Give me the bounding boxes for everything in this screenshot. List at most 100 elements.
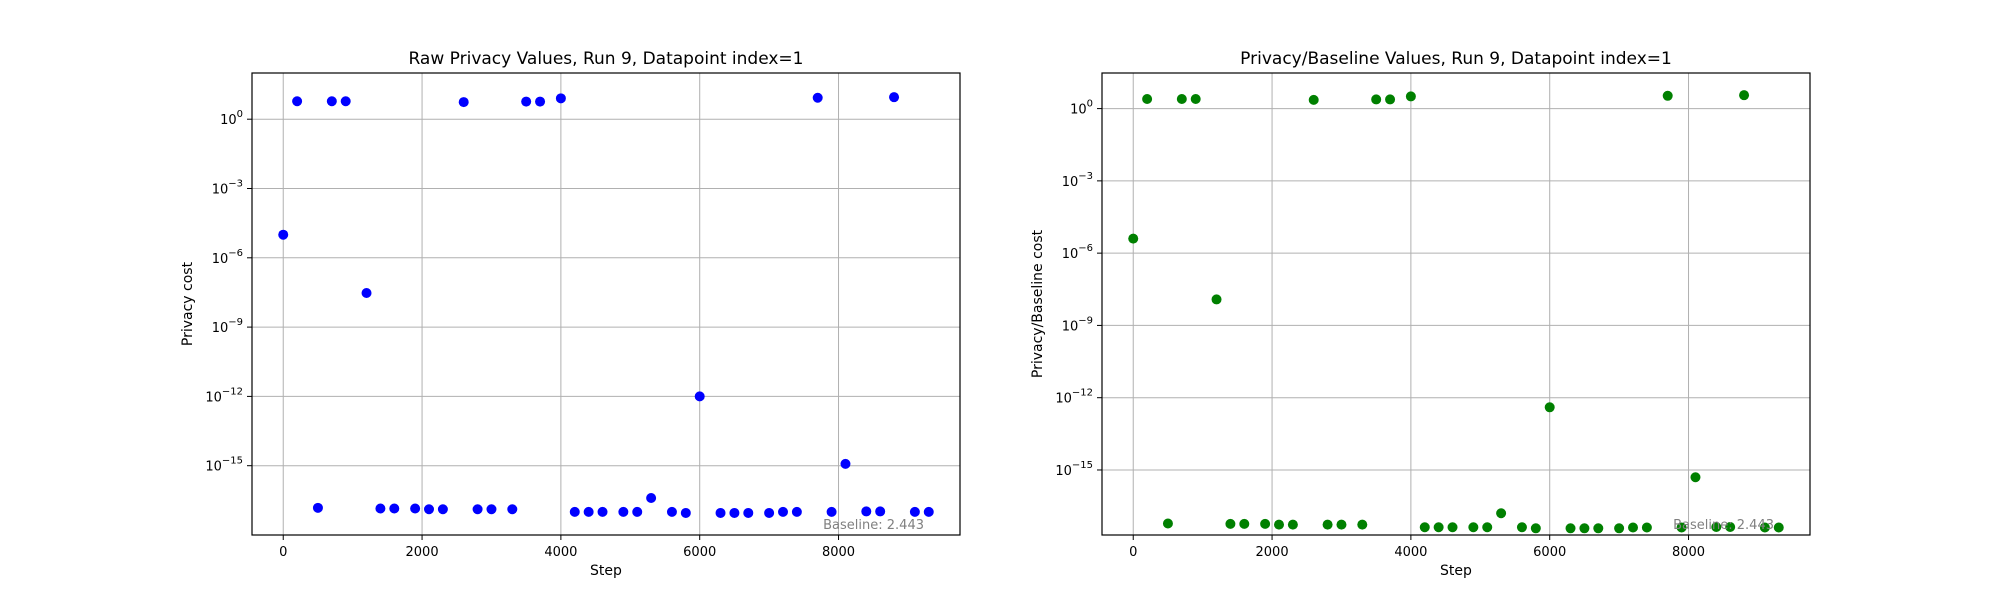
data-point [1274, 519, 1284, 530]
data-point [743, 507, 754, 518]
y-axis-ticks: 100 10−3 10−6 10−9 10−12 10−15 [205, 109, 252, 475]
y-tick-label: 10−3 [1062, 171, 1093, 190]
x-tick-label: 8000 [822, 545, 855, 560]
data-point [1628, 522, 1638, 533]
data-point [1128, 233, 1139, 244]
plot-frame [1101, 72, 1811, 536]
data-point [1662, 90, 1673, 101]
data-point [889, 92, 900, 103]
data-points [1128, 90, 1784, 534]
data-point [680, 507, 691, 518]
baseline-annotation: Baseline: 2.443 [1673, 518, 1774, 533]
data-point [410, 503, 421, 514]
data-point [437, 504, 448, 515]
data-point [278, 229, 289, 240]
data-point [694, 391, 705, 402]
data-point [535, 96, 546, 107]
data-point [1385, 94, 1396, 105]
data-point [1357, 519, 1368, 530]
x-tick-label: 4000 [544, 545, 577, 560]
data-point [715, 507, 726, 518]
y-tick-label: 10−9 [212, 317, 243, 336]
x-axis-label: Step [590, 563, 622, 579]
data-point [569, 506, 580, 517]
data-points [278, 92, 934, 518]
data-point [1530, 523, 1541, 534]
data-point [486, 504, 497, 515]
data-point [1690, 472, 1701, 483]
data-point [764, 507, 775, 518]
plot-frame [251, 72, 961, 536]
data-point [1482, 522, 1493, 533]
data-point [1225, 518, 1236, 529]
data-point [521, 96, 532, 107]
x-tick-label: 8000 [1672, 545, 1705, 560]
plot-title: Privacy/Baseline Values, Run 9, Datapoin… [1240, 49, 1672, 69]
x-axis-ticks: 0 2000 4000 6000 8000 [279, 535, 855, 560]
data-point [1759, 522, 1770, 533]
data-point [1544, 402, 1555, 413]
data-point [361, 287, 372, 298]
baseline-annotation: Baseline: 2.443 [823, 518, 924, 533]
data-point [507, 504, 518, 515]
data-point [292, 96, 303, 107]
x-tick-label: 0 [1129, 545, 1137, 560]
x-tick-label: 2000 [1256, 545, 1289, 560]
y-tick-label: 100 [1070, 99, 1093, 118]
grid-lines [1102, 73, 1810, 535]
data-point [1614, 523, 1625, 534]
data-point [458, 97, 469, 108]
subplot-raw-privacy: Raw Privacy Values, Run 9, Datapoint ind… [180, 49, 961, 579]
data-point [340, 96, 351, 107]
y-tick-label: 10−15 [1055, 460, 1093, 479]
data-point [1162, 518, 1173, 529]
y-tick-label: 100 [220, 109, 243, 128]
data-point [312, 502, 323, 513]
data-point [826, 506, 837, 517]
data-point [1711, 521, 1722, 532]
data-point [1287, 519, 1298, 530]
data-point [1447, 522, 1458, 533]
grid-lines [252, 73, 960, 535]
y-tick-label: 10−12 [205, 386, 243, 405]
data-point [1676, 522, 1687, 533]
data-point [861, 506, 872, 517]
y-axis-label: Privacy/Baseline cost [1030, 229, 1046, 378]
data-point [1773, 522, 1784, 533]
data-point [1142, 94, 1153, 105]
data-point [1579, 523, 1590, 534]
data-point [326, 96, 337, 107]
data-point [632, 506, 643, 517]
data-point [923, 506, 934, 517]
subplot-privacy-baseline: Privacy/Baseline Values, Run 9, Datapoin… [1030, 49, 1811, 579]
y-tick-label: 10−6 [212, 248, 243, 267]
data-point [389, 503, 400, 514]
data-point [1190, 94, 1201, 105]
x-tick-label: 0 [279, 545, 287, 560]
data-point [1739, 90, 1750, 101]
data-point [472, 504, 483, 515]
data-point [597, 506, 608, 517]
plot-title: Raw Privacy Values, Run 9, Datapoint ind… [408, 49, 803, 69]
data-point [555, 93, 566, 104]
data-point [424, 504, 434, 515]
data-point [1641, 522, 1652, 533]
data-point [1336, 519, 1347, 530]
data-point [666, 506, 677, 517]
x-axis-ticks: 0 2000 4000 6000 8000 [1129, 535, 1705, 560]
y-tick-label: 10−15 [205, 456, 243, 475]
data-point [1260, 518, 1271, 529]
data-point [729, 507, 740, 518]
x-tick-label: 6000 [1533, 545, 1566, 560]
data-point [618, 506, 629, 517]
data-point [1468, 522, 1479, 533]
y-tick-label: 10−9 [1062, 315, 1093, 334]
y-axis-label: Privacy cost [180, 261, 196, 346]
data-point [1308, 94, 1319, 105]
data-point [375, 503, 386, 514]
data-point [1176, 94, 1187, 105]
data-point [1211, 294, 1222, 305]
data-point [791, 506, 802, 517]
